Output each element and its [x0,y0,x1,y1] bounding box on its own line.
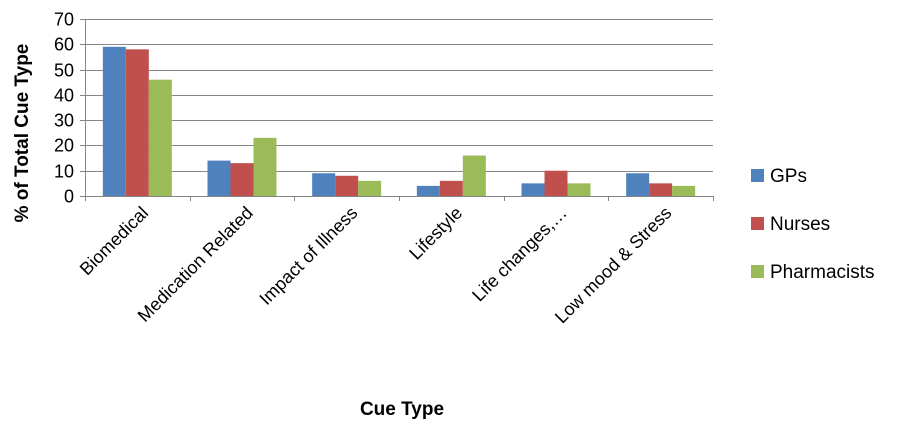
legend-label: GPs [770,166,807,187]
x-category-label: Medication Related [134,203,257,326]
bar-pharmacists-3 [358,180,382,196]
y-tick-label: 50 [54,61,74,81]
axes [85,19,714,201]
y-tick-labels: 0 10 20 30 40 50 60 70 [54,10,74,207]
legend: GPs Nurses Pharmacists [751,166,875,283]
bar-gps-5 [521,183,545,196]
x-category-label: Life changes,… [468,203,571,306]
y-tick-label: 10 [54,162,74,182]
bar-gps-1 [102,46,126,196]
bar-nurses-6 [649,183,673,196]
bar-gps-4 [416,185,440,196]
legend-label: Pharmacists [770,262,875,283]
bar-nurses-3 [335,175,359,196]
y-tick-label: 20 [54,136,74,156]
y-tick-label: 40 [54,86,74,106]
bar-nurses-2 [230,163,254,196]
y-tick-label: 30 [54,111,74,131]
y-tick-label: 0 [64,187,74,207]
bar-nurses-1 [125,49,149,196]
bar-pharmacists-4 [462,155,486,196]
x-category-label: Impact of Illness [255,203,361,309]
legend-swatch [751,217,764,230]
x-category-label: Low mood & Stress [551,203,676,328]
x-axis-title: Cue Type [360,399,444,420]
x-category-label: Biomedical [76,203,152,279]
y-tick-label: 70 [54,10,74,30]
legend-label: Nurses [770,214,830,235]
bar-pharmacists-2 [253,137,277,196]
bar-gps-3 [312,173,336,196]
y-tick-label: 60 [54,35,74,55]
bar-gps-6 [626,173,650,196]
legend-swatch [751,265,764,278]
bar-pharmacists-5 [567,183,591,196]
gridlines [80,19,713,197]
bar-nurses-5 [544,170,568,196]
bar-pharmacists-6 [672,185,696,196]
y-axis-title: % of Total Cue Type [12,44,33,223]
bar-nurses-4 [439,180,463,196]
bars [102,46,696,196]
bar-gps-2 [207,160,231,196]
x-category-label: Lifestyle [405,203,466,264]
bar-pharmacists-1 [148,79,172,196]
legend-swatch [751,169,764,182]
